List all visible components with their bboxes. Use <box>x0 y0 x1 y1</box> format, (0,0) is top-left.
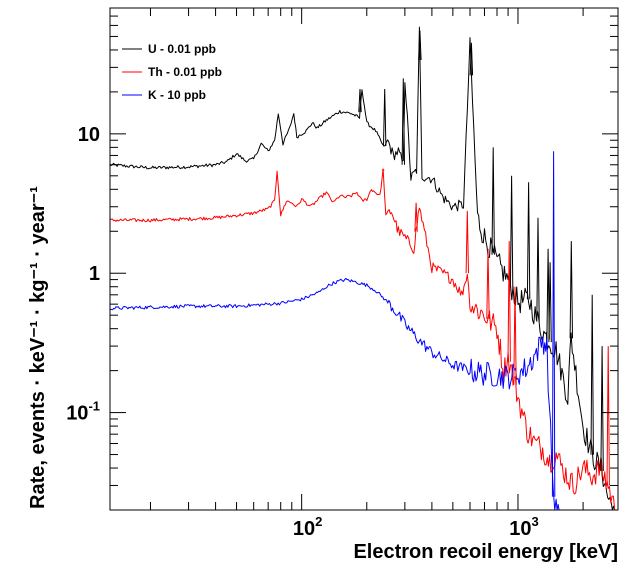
peak-13 <box>600 346 604 472</box>
series-line-1 <box>109 168 616 511</box>
peak-7 <box>526 182 531 300</box>
peak-12 <box>590 294 594 455</box>
peak-18 <box>507 241 511 362</box>
peak-19 <box>513 286 517 385</box>
peak-17 <box>486 248 490 320</box>
series-line-2 <box>109 277 560 511</box>
plot-frame <box>109 7 619 511</box>
y-axis-title: Rate, events · keV⁻¹ · kg⁻¹ · year⁻¹ <box>27 186 49 509</box>
peak-16 <box>465 210 469 274</box>
peak-11 <box>569 241 573 339</box>
y-tick-label-2: 10 <box>78 124 100 146</box>
peak-0 <box>418 30 422 61</box>
series-line-0 <box>109 26 616 511</box>
peak-2 <box>401 78 405 165</box>
axis-ticks <box>110 7 618 511</box>
series-lines <box>109 26 616 511</box>
x-tick-label-1: 103 <box>509 514 538 540</box>
y-tick-label-1: 1 <box>89 263 100 285</box>
peak-3 <box>383 88 387 146</box>
legend-label-0: U - 0.01 ppb <box>148 42 216 56</box>
peak-8 <box>536 217 540 322</box>
peak-15 <box>414 202 418 232</box>
peak-1 <box>469 42 474 76</box>
legend: U - 0.01 ppb Th - 0.01 ppb K - 10 ppb <box>122 42 222 102</box>
x-axis-title: Electron recoil energy [keV] <box>353 541 618 563</box>
peak-4 <box>358 88 362 113</box>
legend-label-2: K - 10 ppb <box>148 88 206 102</box>
legend-label-1: Th - 0.01 ppb <box>148 65 222 79</box>
peak-10 <box>548 262 552 343</box>
peak-5 <box>491 147 495 255</box>
peak-6 <box>509 175 514 288</box>
peak-20 <box>606 346 610 486</box>
peak-21 <box>551 151 556 497</box>
